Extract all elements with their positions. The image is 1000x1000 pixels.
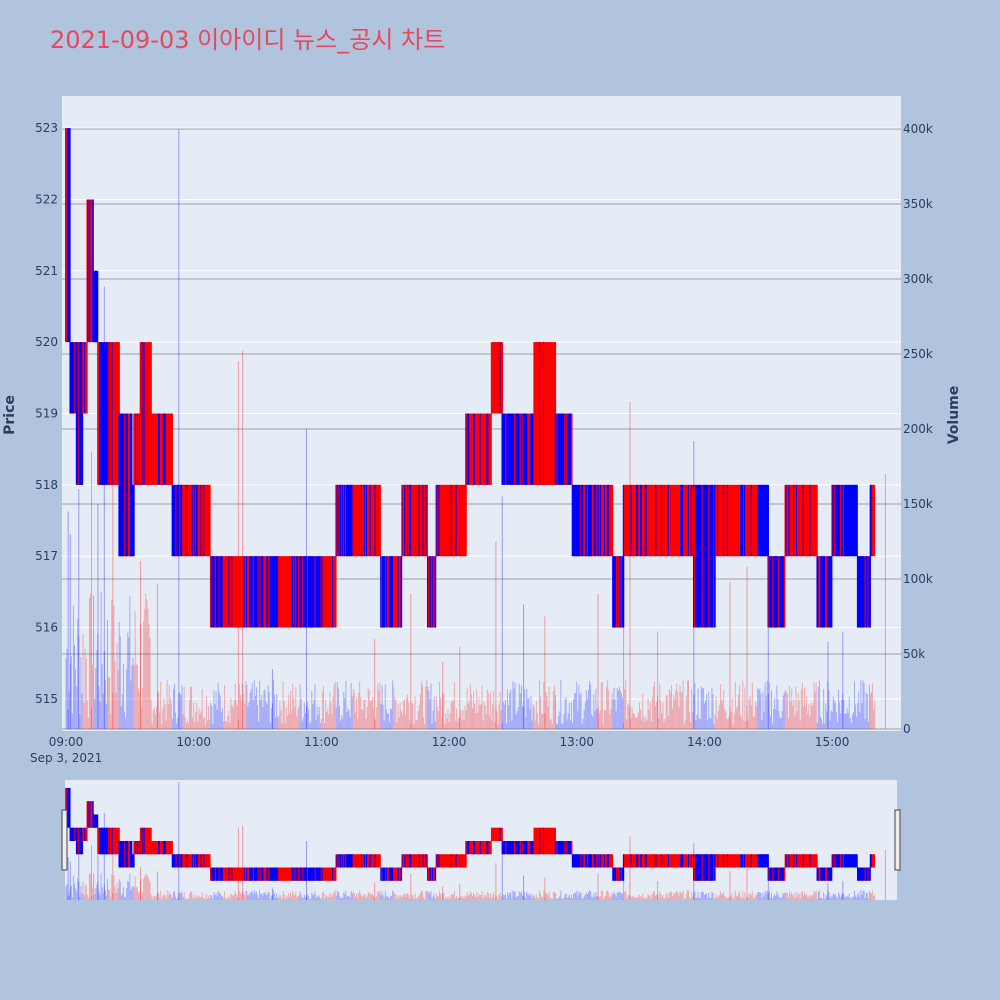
- volume-tick-label: 250k: [903, 347, 933, 361]
- volume-tick-label: 350k: [903, 197, 933, 211]
- price-tick-label: 521: [35, 264, 58, 278]
- price-axis-title: Price: [2, 395, 18, 435]
- price-tick-label: 519: [35, 407, 58, 421]
- time-tick-label: 14:00: [687, 735, 722, 749]
- time-tick-label: 15:00: [815, 735, 850, 749]
- time-tick-label: 10:00: [176, 735, 211, 749]
- volume-axis-ticks: 0 50k 100k 150k 200k 250k 300k 350k 400k: [903, 122, 933, 736]
- time-tick-label: 13:00: [559, 735, 594, 749]
- price-tick-label: 517: [35, 549, 58, 563]
- range-slider-volume: [65, 782, 886, 900]
- price-tick-label: 518: [35, 478, 58, 492]
- chart-title: 2021-09-03 이아이디 뉴스_공시 차트: [50, 26, 445, 54]
- time-tick-label: 11:00: [304, 735, 339, 749]
- volume-tick-label: 400k: [903, 122, 933, 136]
- price-tick-label: 520: [35, 335, 58, 349]
- date-label: Sep 3, 2021: [30, 751, 102, 765]
- time-tick-label: 09:00: [49, 735, 84, 749]
- price-axis-ticks: 515 516 517 518 519 520 521 522 523: [35, 121, 58, 706]
- volume-tick-label: 50k: [903, 647, 925, 661]
- price-tick-label: 515: [35, 692, 58, 706]
- range-slider-price: [65, 787, 875, 881]
- price-tick-label: 522: [35, 192, 58, 206]
- time-tick-label: 12:00: [432, 735, 467, 749]
- range-slider-right-handle[interactable]: [894, 809, 901, 871]
- volume-tick-label: 150k: [903, 497, 933, 511]
- time-axis-ticks: 09:00 10:00 11:00 12:00 13:00 14:00 15:00: [49, 735, 850, 749]
- volume-tick-label: 0: [903, 722, 911, 736]
- price-tick-label: 523: [35, 121, 58, 135]
- volume-tick-label: 100k: [903, 572, 933, 586]
- volume-bars: [65, 129, 886, 729]
- volume-tick-label: 200k: [903, 422, 933, 436]
- range-slider-left-handle[interactable]: [61, 809, 68, 871]
- price-bars: [65, 128, 876, 628]
- range-slider[interactable]: [65, 780, 897, 900]
- volume-axis-title: Volume: [946, 386, 962, 445]
- price-tick-label: 516: [35, 621, 58, 635]
- volume-tick-label: 300k: [903, 272, 933, 286]
